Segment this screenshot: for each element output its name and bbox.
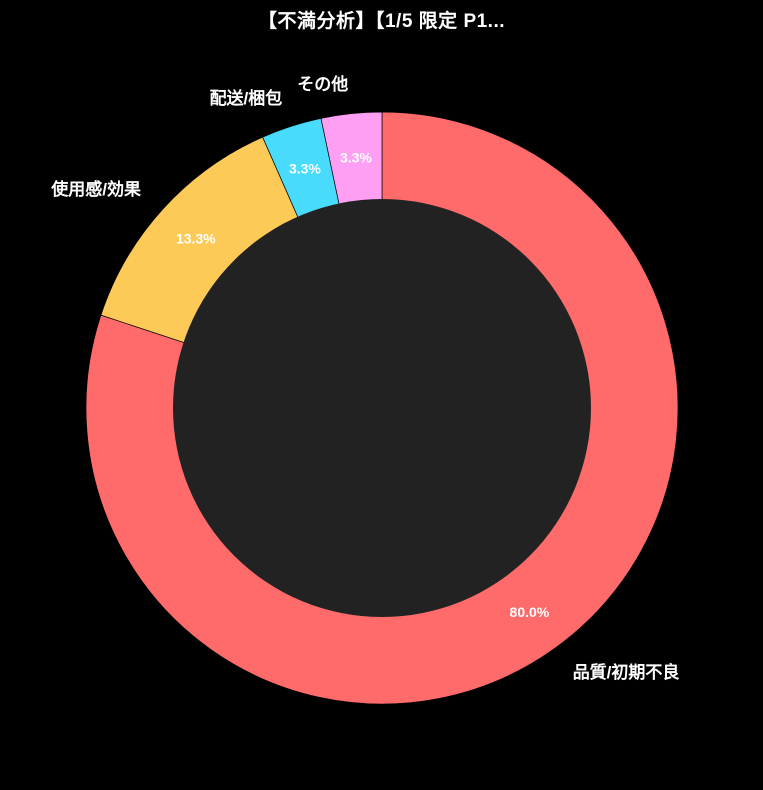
- segment-percent-label-quality-initial-defect: 80.0%: [510, 604, 550, 620]
- donut-hole: [173, 199, 591, 617]
- segment-category-label-other: その他: [297, 74, 348, 94]
- segment-percent-label-usage-feel-effect: 13.3%: [176, 231, 216, 247]
- segment-percent-label-shipping-packaging: 3.3%: [289, 160, 321, 176]
- segment-category-label-quality-initial-defect: 品質/初期不良: [573, 662, 680, 682]
- chart-title: 【不満分析】【1/5 限定 P1...: [257, 11, 506, 32]
- segment-percent-label-other: 3.3%: [340, 150, 372, 166]
- segment-category-label-shipping-packaging: 配送/梱包: [210, 88, 283, 108]
- segment-category-label-usage-feel-effect: 使用感/効果: [50, 179, 141, 199]
